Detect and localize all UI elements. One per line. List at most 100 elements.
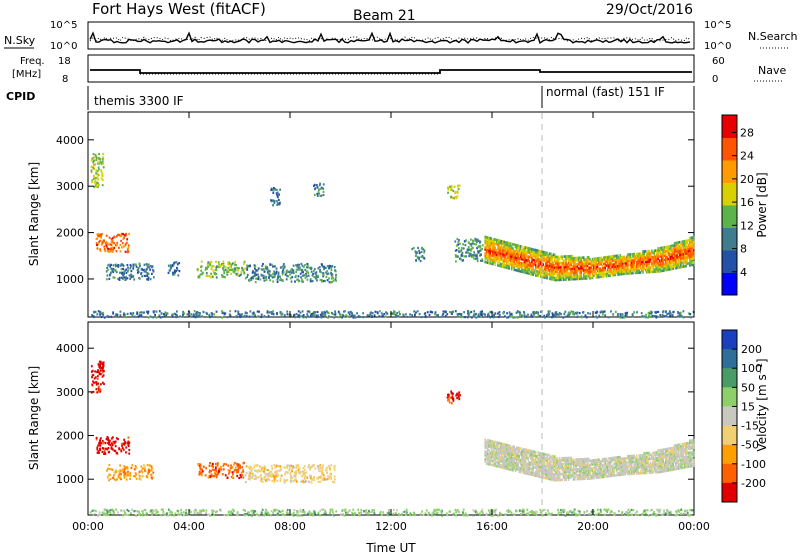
data-point [128, 448, 131, 452]
data-point [228, 472, 230, 475]
data-point [462, 514, 465, 517]
data-point [595, 259, 598, 262]
data-point [667, 257, 670, 261]
data-point [507, 266, 509, 270]
data-point [680, 242, 682, 246]
data-point [97, 166, 100, 169]
data-point [502, 250, 504, 254]
data-point [492, 450, 494, 453]
data-point [454, 508, 457, 512]
data-point [112, 436, 114, 439]
data-point [513, 255, 516, 259]
data-point [539, 315, 541, 318]
data-point [635, 271, 638, 275]
data-point [512, 263, 514, 267]
data-point [464, 514, 467, 517]
data-point [594, 267, 596, 271]
data-point [666, 260, 668, 263]
data-point [550, 263, 552, 266]
data-point [651, 249, 653, 253]
data-point [603, 508, 606, 511]
data-point [667, 268, 670, 271]
data-point [541, 514, 544, 517]
data-point [98, 233, 101, 236]
scatter-region [197, 461, 245, 480]
data-point [497, 447, 499, 450]
data-point [211, 464, 214, 467]
data-point [127, 440, 130, 443]
data-point [134, 263, 137, 266]
data-point [331, 508, 334, 511]
data-point [603, 275, 605, 278]
data-point [493, 244, 495, 247]
data-point [532, 271, 534, 274]
data-point [137, 269, 139, 272]
data-point [509, 462, 512, 465]
data-point [270, 199, 272, 202]
data-point [369, 312, 372, 315]
data-point [505, 443, 508, 447]
data-point [555, 266, 557, 269]
data-point [514, 252, 517, 255]
data-point [245, 513, 247, 516]
data-point [302, 467, 305, 470]
data-point [306, 310, 309, 313]
data-point [550, 254, 552, 258]
data-point [326, 478, 329, 481]
data-point [311, 280, 314, 283]
data-point [486, 450, 489, 454]
data-point [357, 508, 359, 511]
data-point [306, 264, 309, 267]
data-point [99, 361, 102, 364]
data-point [619, 260, 622, 263]
data-point [126, 471, 128, 474]
data-point [629, 255, 632, 258]
data-point [94, 513, 96, 516]
data-point [93, 168, 95, 171]
data-point [680, 263, 682, 267]
data-point [670, 265, 672, 269]
data-point [540, 273, 542, 276]
data-point [112, 267, 115, 271]
data-point [555, 255, 557, 259]
data-point [590, 268, 593, 272]
data-point [675, 264, 677, 268]
data-point [109, 473, 112, 476]
data-point [686, 247, 688, 251]
data-point [127, 246, 130, 250]
data-point [687, 247, 690, 251]
data-point [689, 251, 691, 255]
data-point [606, 259, 609, 263]
data-point [528, 263, 531, 267]
data-point [458, 398, 461, 401]
data-point [567, 255, 570, 258]
data-point [647, 270, 649, 274]
data-point [216, 510, 218, 513]
data-point [529, 511, 532, 514]
data-point [611, 510, 614, 514]
data-point [132, 263, 135, 266]
data-point [682, 242, 685, 245]
data-point [468, 255, 471, 258]
data-point [109, 273, 112, 276]
data-point [263, 279, 266, 282]
data-point [383, 313, 386, 316]
data-point [609, 511, 612, 514]
data-point [490, 249, 493, 253]
data-point [636, 311, 638, 314]
data-point [317, 314, 319, 317]
data-point [682, 256, 685, 260]
data-point [680, 249, 682, 252]
data-point [114, 479, 117, 482]
data-point [436, 508, 439, 511]
data-point [692, 242, 695, 245]
data-point [570, 254, 572, 258]
data-point [321, 265, 324, 268]
data-point [541, 260, 543, 264]
data-point [505, 447, 508, 451]
data-point [96, 181, 98, 184]
data-point [497, 514, 500, 517]
data-point [245, 481, 247, 484]
data-point [456, 195, 459, 198]
data-point [538, 251, 541, 255]
